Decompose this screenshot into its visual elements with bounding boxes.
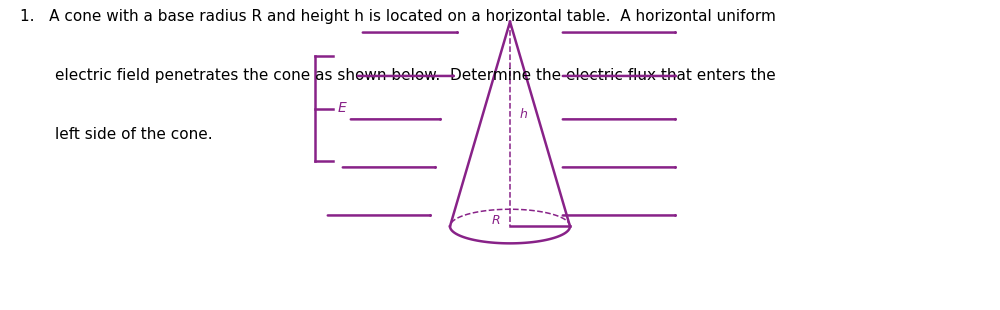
- Text: left side of the cone.: left side of the cone.: [55, 127, 213, 142]
- Text: h: h: [520, 108, 528, 121]
- Text: R: R: [492, 214, 500, 227]
- Text: 1.   A cone with a base radius R and height h is located on a horizontal table. : 1. A cone with a base radius R and heigh…: [20, 9, 776, 24]
- Text: electric field penetrates the cone as shown below.  Determine the electric flux : electric field penetrates the cone as sh…: [55, 68, 776, 83]
- Text: E: E: [338, 101, 347, 116]
